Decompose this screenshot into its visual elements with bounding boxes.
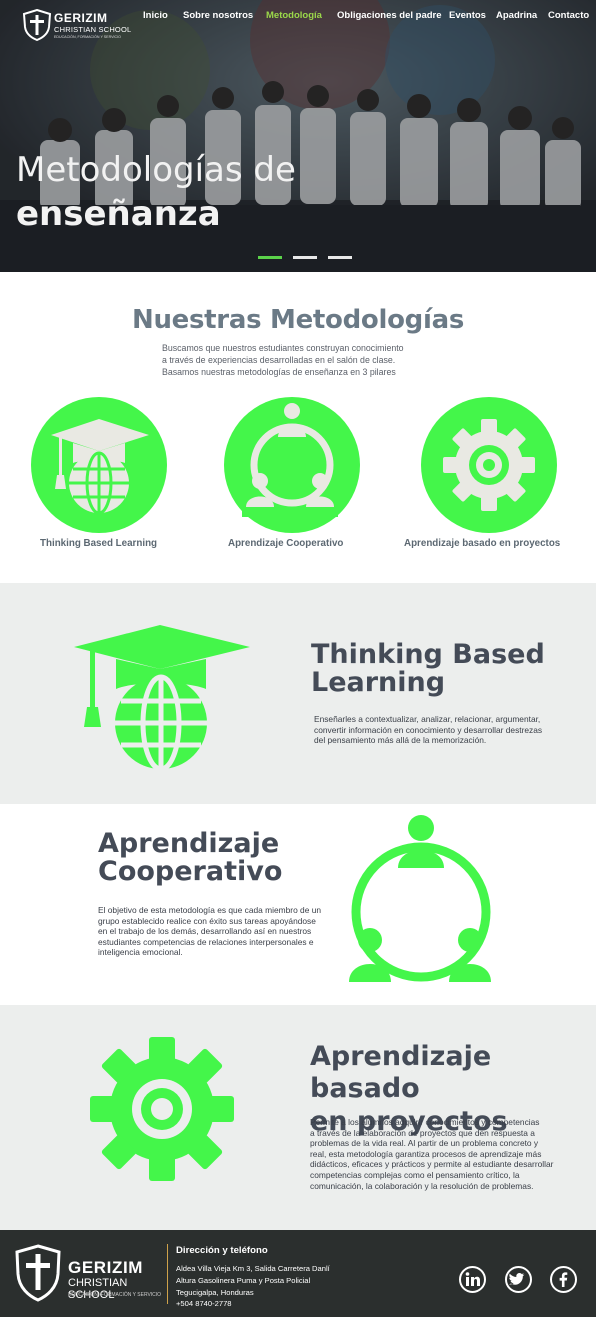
graduation-globe-icon: [51, 419, 149, 515]
feature-text-line: a través de la elaboración de proyectos …: [310, 1127, 535, 1138]
intro-line: Basamos nuestras metodologías de enseñan…: [162, 367, 396, 377]
feature-title-line1: Thinking Based: [311, 639, 545, 670]
pillar-proyectos[interactable]: [421, 397, 557, 533]
nav-sobre-nosotros[interactable]: Sobre nosotros: [183, 10, 254, 21]
nav-metodologia[interactable]: Metodología: [266, 10, 322, 21]
team-circle-icon: [346, 815, 496, 992]
header-brand-tag: EDUCACIÓN, FORMACIÓN Y SERVICIO: [54, 35, 121, 39]
intro-line: Buscamos que nuestros estudiantes constr…: [162, 343, 404, 353]
feature-text-line: Enseñarles a contextualizar, analizar, r…: [314, 714, 541, 724]
feature-text-line: competencias complejas como el pensamien…: [310, 1169, 520, 1180]
nav-contacto[interactable]: Contacto: [548, 10, 590, 21]
pillar-thinking[interactable]: [31, 397, 167, 533]
feature-text-line: del pensamiento más allá de la memorizac…: [314, 735, 487, 746]
feature-text-line: El objetivo de esta metodología es que c…: [98, 905, 322, 915]
footer-brand-name: GERIZIM: [68, 1258, 144, 1277]
pillar-label-thinking[interactable]: Thinking Based Learning: [40, 538, 158, 549]
feature-title-line2: Cooperativo: [98, 856, 283, 888]
feature-title: Aprendizaje basado en proyectos: [310, 1041, 596, 1138]
hero-title-line2: enseñanza: [16, 194, 221, 234]
facebook-button[interactable]: [550, 1266, 577, 1293]
hero-title: Metodologías de enseñanza: [16, 148, 296, 236]
linkedin-button[interactable]: [459, 1266, 486, 1293]
section-title: Nuestras Metodologías: [132, 305, 464, 335]
footer: GERIZIM CHRISTIAN SCHOOL EDUCACIÓN, FORM…: [0, 1230, 596, 1317]
footer-brand-tag: EDUCACIÓN, FORMACIÓN Y SERVICIO: [68, 1292, 162, 1298]
pillar-label-proyectos[interactable]: Aprendizaje basado en proyectos: [404, 538, 561, 549]
slider-dot-1[interactable]: [258, 256, 282, 259]
team-circle-icon: [242, 403, 338, 517]
feature-cooperativo: Aprendizaje Cooperativo El objetivo de e…: [0, 804, 596, 1005]
feature-title-line2: Learning: [311, 667, 446, 699]
intro-line: a través de experiencias desarrolladas e…: [162, 355, 396, 365]
feature-text-line: real, esta metodología garantiza proceso…: [310, 1148, 542, 1159]
feature-thinking: Thinking Based Learning Enseñarles a con…: [0, 583, 596, 804]
feature-title-line2: en proyectos: [310, 1105, 508, 1137]
feature-text: El objetivo de esta metodología es que c…: [98, 905, 338, 958]
feature-text-line: didácticos, eficaces y prácticos y permi…: [310, 1159, 554, 1170]
pillar-cooperativo[interactable]: [224, 397, 360, 533]
footer-address-line: Aldea Villa Vieja Km 3, Salida Carretera…: [176, 1264, 330, 1273]
feature-text: Permite a los alumnos adquirir conocimie…: [310, 1117, 586, 1191]
feature-text: Enseñarles a contextualizar, analizar, r…: [314, 714, 574, 746]
feature-text-line: estudiantes competencias de relaciones i…: [98, 936, 314, 947]
feature-title: Thinking Based Learning: [311, 639, 545, 699]
slider-dot-2[interactable]: [293, 256, 317, 259]
nav-obligaciones[interactable]: Obligaciones del padre: [337, 10, 442, 21]
footer-address-line: Altura Gasolinera Puma y Posta Policial: [176, 1276, 311, 1285]
footer-address-line: Tegucigalpa, Honduras: [176, 1288, 254, 1297]
gear-icon: [90, 1037, 234, 1181]
feature-title-line1: Aprendizaje: [98, 828, 280, 859]
nav-inicio[interactable]: Inicio: [143, 10, 168, 21]
hero-overlay: [0, 0, 596, 272]
hero-banner: GERIZIM CHRISTIAN SCHOOL EDUCACIÓN, FORM…: [0, 0, 596, 272]
pillar-label-cooperativo[interactable]: Aprendizaje Cooperativo: [228, 538, 344, 549]
facebook-icon: [559, 1272, 568, 1287]
header-logo[interactable]: GERIZIM CHRISTIAN SCHOOL EDUCACIÓN, FORM…: [22, 8, 132, 43]
footer-divider: [167, 1244, 168, 1304]
feature-text-line: problemas de la vida real. Al partir de …: [310, 1138, 539, 1149]
shield-logo-icon: [15, 1244, 61, 1302]
feature-title-line1: Aprendizaje basado: [310, 1041, 492, 1105]
feature-text-line: en el trabajo de los demás, desarrolland…: [98, 926, 312, 937]
feature-text-line: comunicación, la colaboración y la resol…: [310, 1180, 534, 1191]
header-brand-sub: CHRISTIAN SCHOOL: [54, 25, 132, 34]
footer-heading: Dirección y teléfono: [176, 1245, 268, 1256]
feature-text-line: grupo establecido realice con éxito sus …: [98, 915, 316, 926]
nav-eventos[interactable]: Eventos: [449, 10, 486, 21]
section-intro-text: Buscamos que nuestros estudiantes constr…: [162, 342, 462, 378]
gear-icon: [443, 419, 535, 511]
linkedin-icon: [465, 1272, 480, 1286]
nav-apadrina[interactable]: Apadrina: [496, 10, 538, 21]
twitter-button[interactable]: [505, 1266, 532, 1293]
hero-background-photo: [0, 0, 596, 272]
feature-proyectos: Aprendizaje basado en proyectos Permite …: [0, 1005, 596, 1230]
slider-dot-3[interactable]: [328, 256, 352, 259]
footer-phone[interactable]: +504 8740-2778: [176, 1299, 232, 1308]
feature-text-line: inteligencia emocional.: [98, 947, 183, 958]
footer-logo[interactable]: GERIZIM CHRISTIAN SCHOOL EDUCACIÓN, FORM…: [14, 1244, 164, 1304]
graduation-globe-icon: [74, 625, 250, 770]
feature-text-line: convertir información en conocimiento y …: [314, 724, 543, 735]
shield-logo-icon: [22, 8, 52, 42]
twitter-icon: [509, 1273, 525, 1285]
feature-text-line: Permite a los alumnos adquirir conocimie…: [310, 1117, 540, 1127]
footer-brand-sub: CHRISTIAN SCHOOL: [68, 1277, 128, 1301]
header-brand-name: GERIZIM: [54, 11, 108, 25]
hero-title-line1: Metodologías de: [16, 150, 296, 190]
feature-title: Aprendizaje Cooperativo: [98, 828, 283, 888]
